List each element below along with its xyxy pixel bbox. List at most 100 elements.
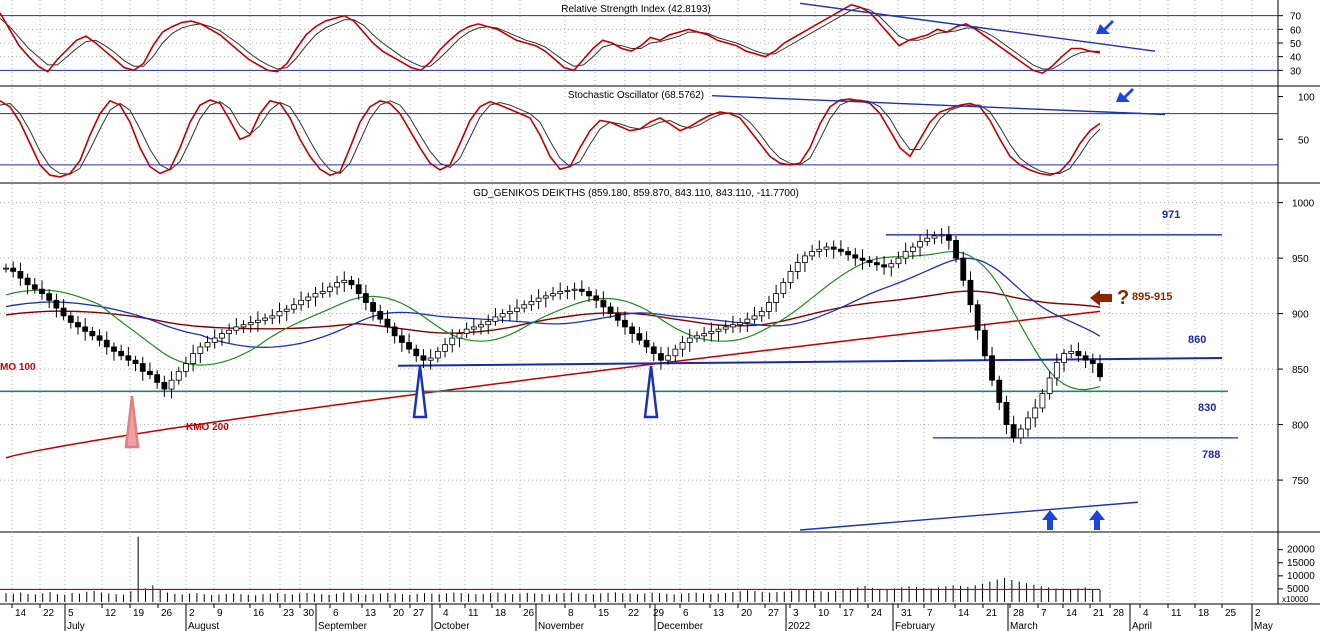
x-tick-label: 18 bbox=[1198, 608, 1210, 619]
candle-up bbox=[211, 337, 218, 343]
month-label: August bbox=[188, 621, 219, 631]
candle-down bbox=[89, 330, 96, 337]
candle-up bbox=[492, 316, 499, 322]
candle-up bbox=[809, 251, 816, 257]
candle-down bbox=[377, 310, 384, 320]
candle-down bbox=[636, 333, 643, 341]
candle-up bbox=[766, 302, 772, 312]
candle-up bbox=[478, 324, 484, 328]
candle-down bbox=[1089, 359, 1096, 364]
x-tick-label: 4 bbox=[443, 608, 449, 619]
candle-down bbox=[118, 350, 125, 357]
candle-down bbox=[967, 279, 974, 306]
x-tick-label: 18 bbox=[495, 608, 507, 619]
candle-down bbox=[39, 288, 45, 295]
volume-tick-label: 10000 bbox=[1287, 571, 1315, 582]
candle-up bbox=[233, 326, 240, 331]
candle-down bbox=[10, 267, 17, 272]
rsi-tick-label: 50 bbox=[1290, 39, 1302, 50]
candle-up bbox=[168, 379, 175, 390]
candle-up bbox=[1032, 407, 1039, 419]
blue-triangle-marker bbox=[412, 365, 428, 419]
candle-down bbox=[355, 284, 362, 295]
volume-unit-label: x10000 bbox=[1282, 595, 1309, 604]
x-tick-label: 13 bbox=[365, 608, 377, 619]
rsi-series-line bbox=[0, 3, 1101, 74]
candle-up bbox=[744, 318, 751, 323]
candle-down bbox=[96, 335, 103, 341]
candle-down bbox=[629, 326, 636, 334]
candle-down bbox=[406, 342, 412, 350]
candle-up bbox=[175, 370, 182, 381]
candle-up bbox=[312, 293, 319, 298]
candle-up bbox=[542, 295, 549, 299]
x-tick-label: 25 bbox=[1225, 608, 1237, 619]
candle-up bbox=[427, 357, 434, 361]
candle-up bbox=[794, 262, 801, 272]
candle-up bbox=[672, 348, 679, 357]
candle-down bbox=[1097, 363, 1103, 378]
kmo100-line bbox=[5, 290, 1101, 334]
candle-up bbox=[226, 329, 233, 334]
candle-up bbox=[701, 333, 708, 337]
x-tick-label: 11 bbox=[1171, 608, 1182, 619]
candle-down bbox=[161, 382, 168, 390]
candle-up bbox=[456, 333, 463, 339]
stochastic-title: Stochastic Oscillator (68.5762) bbox=[568, 90, 704, 101]
x-tick-label: 16 bbox=[253, 608, 265, 619]
x-tick-label: 13 bbox=[713, 608, 725, 619]
x-tick-label: 14 bbox=[958, 608, 970, 619]
candle-up bbox=[895, 257, 902, 265]
candle-up bbox=[550, 293, 556, 297]
rsi-title: Relative Strength Index (42.8193) bbox=[561, 4, 711, 15]
candle-up bbox=[888, 263, 895, 268]
x-tick-label: 15 bbox=[598, 608, 610, 619]
candle-up bbox=[679, 342, 686, 350]
candle-up bbox=[730, 324, 736, 328]
price-tick-label: 800 bbox=[1292, 421, 1309, 432]
volume-panel: x10000 5000 10000 15000 20000 bbox=[0, 536, 1315, 604]
candle-up bbox=[715, 328, 722, 332]
rsi-tick-label: 40 bbox=[1290, 53, 1302, 64]
x-tick-label: 26 bbox=[161, 608, 173, 619]
candle-up bbox=[319, 291, 326, 295]
candle-up bbox=[219, 333, 225, 339]
candle-up bbox=[931, 235, 938, 239]
x-tick-label: 12 bbox=[105, 608, 117, 619]
x-tick-label: 21 bbox=[1093, 608, 1105, 619]
rsi-tick-label: 70 bbox=[1290, 12, 1302, 23]
candle-down bbox=[53, 299, 60, 309]
candle-down bbox=[82, 326, 89, 332]
stochastic-panel: Stochastic Oscillator (68.5762) 50 100 bbox=[0, 88, 1315, 178]
candle-down bbox=[881, 264, 887, 268]
candle-down bbox=[607, 306, 614, 315]
candle-up bbox=[557, 291, 564, 295]
price-title: GD_GENIKOS DEIKTHS (859.180, 859.870, 84… bbox=[473, 188, 799, 199]
candle-down bbox=[46, 293, 53, 301]
x-tick-label: 6 bbox=[333, 608, 339, 619]
candle-up bbox=[823, 246, 830, 250]
x-tick-label: 26 bbox=[523, 608, 535, 619]
candle-up bbox=[1017, 428, 1024, 439]
candle-down bbox=[75, 322, 81, 328]
candle-up bbox=[1046, 377, 1053, 394]
price-panel: GD_GENIKOS DEIKTHS (859.180, 859.870, 84… bbox=[0, 188, 1315, 531]
ma-label-kmo100: MO 100 bbox=[0, 362, 36, 373]
candle-up bbox=[262, 317, 269, 321]
candle-up bbox=[902, 251, 909, 259]
candle-down bbox=[370, 302, 376, 312]
candle-up bbox=[571, 288, 578, 291]
x-tick-label: 17 bbox=[843, 608, 855, 619]
candle-up bbox=[1061, 353, 1067, 363]
candle-down bbox=[852, 254, 859, 259]
price-tick-label: 900 bbox=[1292, 310, 1309, 321]
candle-up bbox=[341, 279, 348, 283]
candle-down bbox=[953, 239, 959, 259]
candle-up bbox=[485, 320, 492, 326]
x-tick-label: 11 bbox=[468, 608, 479, 619]
price-tick-label: 750 bbox=[1292, 476, 1309, 487]
x-tick-label: 6 bbox=[683, 608, 689, 619]
stochastic-arrow-marker bbox=[1116, 88, 1134, 102]
x-tick-label: 14 bbox=[1066, 608, 1078, 619]
rsi-signal-line bbox=[0, 6, 1100, 70]
